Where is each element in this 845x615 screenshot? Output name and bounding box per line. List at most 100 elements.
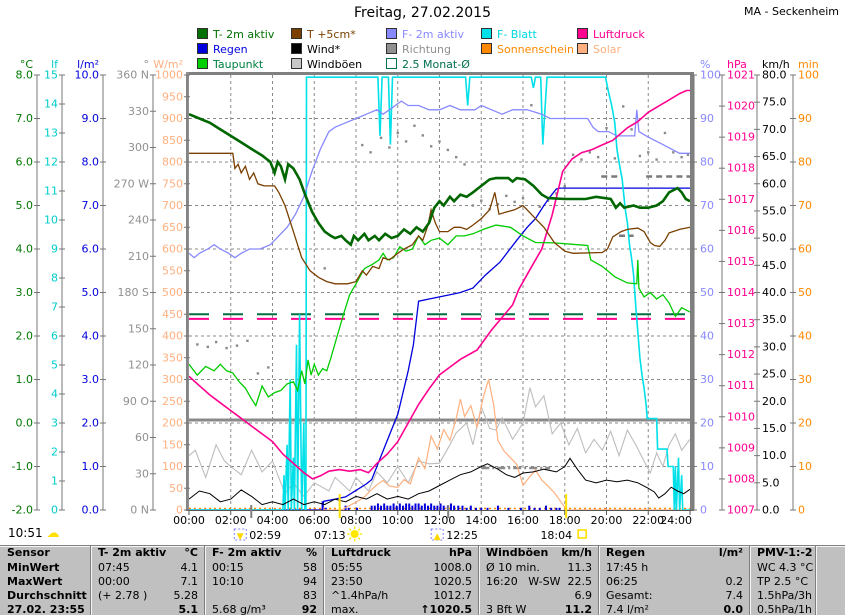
- svg-text:60: 60: [798, 243, 812, 256]
- legend-sonnenschein: Sonnenschein: [481, 43, 574, 56]
- svg-text:5: 5: [51, 359, 58, 372]
- svg-text:30.0: 30.0: [762, 340, 787, 353]
- sensor-column-header: Sensor: [7, 546, 50, 559]
- legend-t2m-swatch: [197, 28, 208, 39]
- svg-text:90 O: 90 O: [123, 395, 149, 408]
- sensor-column-row-2: Durchschnitt: [7, 589, 87, 602]
- svg-text:80: 80: [700, 156, 714, 169]
- svg-text:40: 40: [700, 330, 714, 343]
- svg-text:12:25: 12:25: [446, 529, 478, 542]
- pressure-axis: 1021 1020 1019 1018 1017 1016 1015 1014 1013 1012…: [719, 58, 755, 517]
- t2m-column-row-1: 00:00 7.1: [98, 575, 198, 588]
- svg-text:1017: 1017: [727, 193, 755, 206]
- svg-text:12: 12: [44, 156, 58, 169]
- f2m-column: F- 2m aktiv% 00:15 58 10:10 94 83 5.68 g/m³ 92: [204, 546, 323, 615]
- svg-text:250: 250: [162, 395, 183, 408]
- luftdruck-series: [188, 89, 690, 480]
- legend-t5cm-swatch: [291, 28, 302, 39]
- svg-text:%: %: [700, 58, 710, 71]
- luftdruck-column: Luftdruck hPa 05:55 1008.0 23:50 1020.5 ^1.4hP…: [323, 546, 478, 615]
- svg-text:1019: 1019: [727, 131, 755, 144]
- svg-text:10:00: 10:00: [382, 514, 414, 527]
- luftdruck-column-row-2: ^1.4hPa/h 1012.7: [331, 589, 472, 602]
- sensor-column-row-1: MaxWert: [7, 575, 63, 588]
- svg-text:1018: 1018: [727, 162, 755, 175]
- svg-text:04:00: 04:00: [257, 514, 289, 527]
- svg-text:1014: 1014: [727, 286, 755, 299]
- svg-text:700: 700: [162, 199, 183, 212]
- spacer-column-row-0: [816, 561, 845, 575]
- legend-monatsmittel-swatch: [386, 58, 397, 69]
- svg-text:5.0: 5.0: [16, 199, 34, 212]
- f2m-column-row-2: 83: [303, 589, 317, 602]
- spacer-column-row-3: [816, 603, 845, 615]
- marker-02:59: ▼ 02:59: [233, 505, 281, 542]
- svg-text:40.0: 40.0: [762, 286, 787, 299]
- marker-18:04: 18:04: [540, 494, 587, 542]
- pmv-column-header: PMV-1:-2: [757, 546, 813, 559]
- t2m-column-row-2: (+ 2.78 ) 5.28: [98, 589, 198, 602]
- svg-text:50: 50: [169, 482, 183, 495]
- regen-column: Regen l/m² 17:45 h 06:25 0.2 Gesamt: 7.4 7.4 l/…: [598, 546, 749, 615]
- svg-text:1008: 1008: [727, 472, 755, 485]
- spacer-column: [815, 546, 845, 615]
- luftdruck-column-row-0: 05:55 1008.0: [331, 561, 472, 574]
- svg-text:▼: ▼: [237, 532, 244, 542]
- taupunkt-series: [188, 224, 691, 408]
- spacer-column-header: [816, 546, 845, 561]
- svg-text:1000: 1000: [155, 69, 183, 82]
- moon-up-icon: [430, 528, 444, 541]
- legend-regen-label: Regen: [213, 43, 248, 56]
- svg-text:330: 330: [128, 105, 149, 118]
- legend-t5cm: T +5cm*: [291, 28, 356, 41]
- svg-text:650: 650: [162, 221, 183, 234]
- legend-f2m-swatch: [386, 28, 397, 39]
- svg-text:0.0: 0.0: [82, 504, 100, 517]
- solar-series: [189, 379, 690, 511]
- svg-text:km/h: km/h: [762, 58, 790, 71]
- svg-text:3: 3: [51, 417, 58, 430]
- svg-text:20: 20: [700, 417, 714, 430]
- legend-t2m: T- 2m aktiv: [197, 28, 274, 41]
- luftdruck-column-header: Luftdruck hPa: [331, 546, 472, 559]
- t2m-column-row-0: 07:45 4.1: [98, 561, 198, 574]
- svg-text:80.0: 80.0: [762, 69, 787, 82]
- svg-text:30: 30: [135, 467, 149, 480]
- svg-text:4.0: 4.0: [82, 330, 100, 343]
- legend-sonnenschein-swatch: [481, 43, 492, 54]
- svg-text:0.0: 0.0: [16, 417, 34, 430]
- svg-text:2.0: 2.0: [16, 330, 34, 343]
- svg-text:7.0: 7.0: [82, 199, 100, 212]
- svg-text:55.0: 55.0: [762, 204, 787, 217]
- svg-text:10: 10: [44, 214, 58, 227]
- svg-text:550: 550: [162, 264, 183, 277]
- svg-text:150: 150: [162, 438, 183, 451]
- sensor-column: Sensor MinWert MaxWert Durchschnitt 27.02. 2…: [0, 546, 90, 615]
- svg-text:150: 150: [128, 322, 149, 335]
- svg-text:l/m²: l/m²: [77, 58, 99, 71]
- svg-text:10: 10: [798, 460, 812, 473]
- temp-axis: 8.0 7.0 6.0 5.0 4.0 3.0 2.0 1.0 0.0 -1.0 -2.0 °C: [12, 58, 40, 517]
- svg-text:25.0: 25.0: [762, 368, 787, 381]
- svg-text:850: 850: [162, 134, 183, 147]
- svg-text:8: 8: [51, 272, 58, 285]
- t2m-series: [188, 112, 691, 247]
- legend-richtung-swatch: [386, 43, 397, 54]
- wind-series: [188, 457, 691, 506]
- windboeen-column-row-2: 6.9: [574, 589, 593, 602]
- svg-text:3.0: 3.0: [16, 286, 34, 299]
- sensor-column-row-3: 27.02. 23:55: [7, 603, 85, 615]
- svg-text:1007: 1007: [727, 504, 755, 517]
- svg-text:30: 30: [700, 373, 714, 386]
- svg-text:120: 120: [128, 359, 149, 372]
- current-time-label: 10:51: [8, 526, 43, 540]
- regen-column-row-0: 17:45 h: [606, 561, 649, 574]
- svg-text:900: 900: [162, 112, 183, 125]
- svg-text:750: 750: [162, 177, 183, 190]
- legend-t5cm-label: T +5cm*: [307, 28, 356, 41]
- svg-text:1021: 1021: [727, 69, 755, 82]
- current-time: 10:51 ☁: [8, 526, 60, 541]
- legend-regen-swatch: [197, 43, 208, 54]
- legend-fblatt: F- Blatt: [481, 28, 537, 41]
